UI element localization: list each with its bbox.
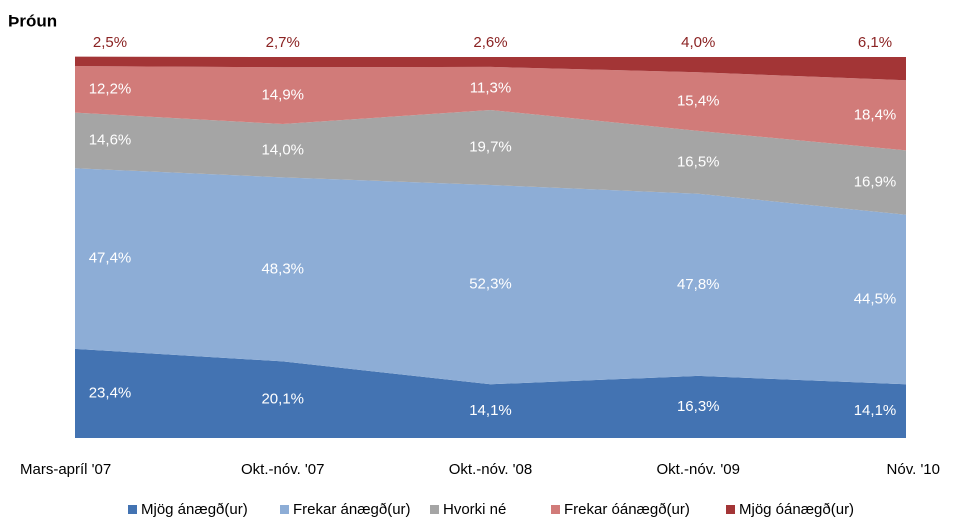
data-label: 2,6%: [473, 34, 507, 51]
legend-label: Frekar ánægð(ur): [293, 501, 411, 518]
area: [75, 56, 906, 81]
data-label: 15,4%: [677, 93, 720, 110]
data-label: 14,1%: [854, 402, 897, 419]
area: [75, 348, 906, 438]
legend-label: Mjög ánægð(ur): [141, 501, 248, 518]
data-label: 48,3%: [261, 260, 304, 277]
data-label: 4,0%: [681, 34, 715, 51]
area: [75, 168, 906, 385]
data-label: 16,5%: [677, 153, 720, 170]
x-tick-label: Okt.-nóv. '09: [657, 461, 740, 478]
chart-title: Þróun: [8, 11, 57, 30]
area: [75, 109, 906, 215]
data-label: 19,7%: [469, 138, 512, 155]
legend-swatch: [430, 505, 439, 514]
data-label: 12,2%: [89, 80, 132, 97]
x-tick-label: Mars-apríl '07: [20, 461, 111, 478]
data-label: 14,1%: [469, 402, 512, 419]
data-label: 47,8%: [677, 276, 720, 293]
data-label: 47,4%: [89, 250, 132, 267]
legend-label: Mjög óánægð(ur): [739, 501, 854, 518]
data-label: 14,6%: [89, 131, 132, 148]
x-tick-label: Nóv. '10: [887, 461, 940, 478]
legend-swatch: [280, 505, 289, 514]
data-label: 20,1%: [261, 391, 304, 408]
data-label: 14,9%: [261, 87, 304, 104]
data-label: 2,5%: [93, 34, 127, 51]
legend-label: Frekar óánægð(ur): [564, 501, 690, 518]
data-label: 11,3%: [470, 79, 511, 96]
data-label: 44,5%: [854, 290, 897, 307]
data-label: 2,7%: [266, 34, 300, 51]
x-tick-label: Okt.-nóv. '08: [449, 461, 532, 478]
area: [75, 66, 906, 151]
data-label: 23,4%: [89, 384, 132, 401]
legend-swatch: [128, 505, 137, 514]
data-label: 14,0%: [261, 142, 304, 159]
legend-swatch: [551, 505, 560, 514]
legend-label: Hvorki né: [443, 501, 506, 518]
data-label: 16,9%: [854, 174, 897, 191]
data-label: 52,3%: [469, 276, 512, 293]
data-label: 16,3%: [677, 398, 720, 415]
data-label: 6,1%: [858, 34, 892, 51]
legend-swatch: [726, 505, 735, 514]
data-label: 18,4%: [854, 106, 897, 123]
x-tick-label: Okt.-nóv. '07: [241, 461, 324, 478]
